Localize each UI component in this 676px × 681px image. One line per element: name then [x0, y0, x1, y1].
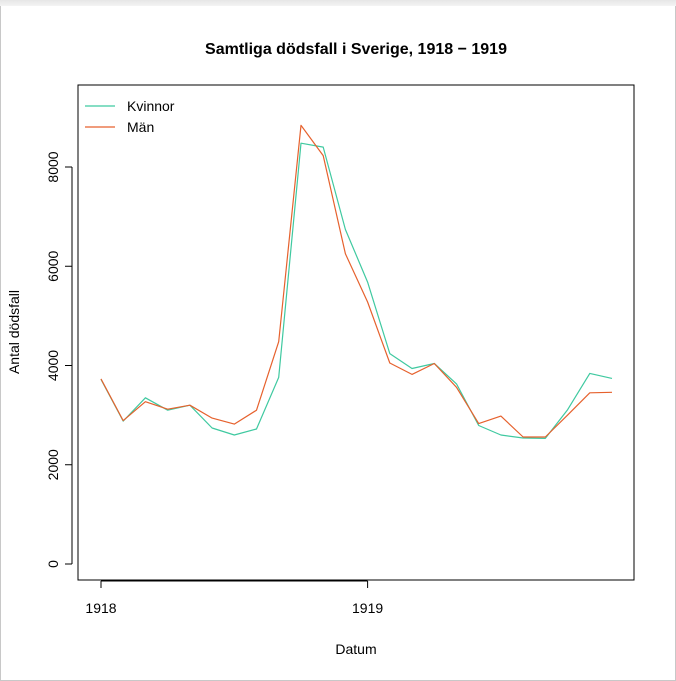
y-tick-label: 4000 [45, 350, 61, 381]
plot-box [77, 84, 635, 581]
x-axis: 1918 1919 [85, 580, 383, 616]
legend: Kvinnor Män [85, 98, 175, 135]
y-tick-label: 8000 [45, 151, 61, 182]
y-tick-label: 6000 [45, 250, 61, 281]
series-line-1 [100, 124, 613, 438]
x-axis-label: Datum [335, 641, 376, 657]
y-tick-label: 2000 [45, 449, 61, 480]
chart-title: Samtliga dödsfall i Sverige, 1918 − 1919 [205, 41, 507, 58]
x-tick-label: 1919 [352, 600, 383, 616]
series-line-0 [100, 142, 613, 439]
series-lines [100, 124, 613, 439]
legend-label-1: Män [127, 119, 154, 135]
y-axis-label: Antal dödsfall [6, 290, 22, 374]
window-top-edge [0, 0, 676, 6]
y-tick-label: 0 [45, 560, 61, 568]
x-tick-label: 1918 [85, 600, 116, 616]
legend-label-0: Kvinnor [127, 98, 175, 114]
y-axis: 0 2000 4000 6000 8000 [45, 151, 73, 568]
